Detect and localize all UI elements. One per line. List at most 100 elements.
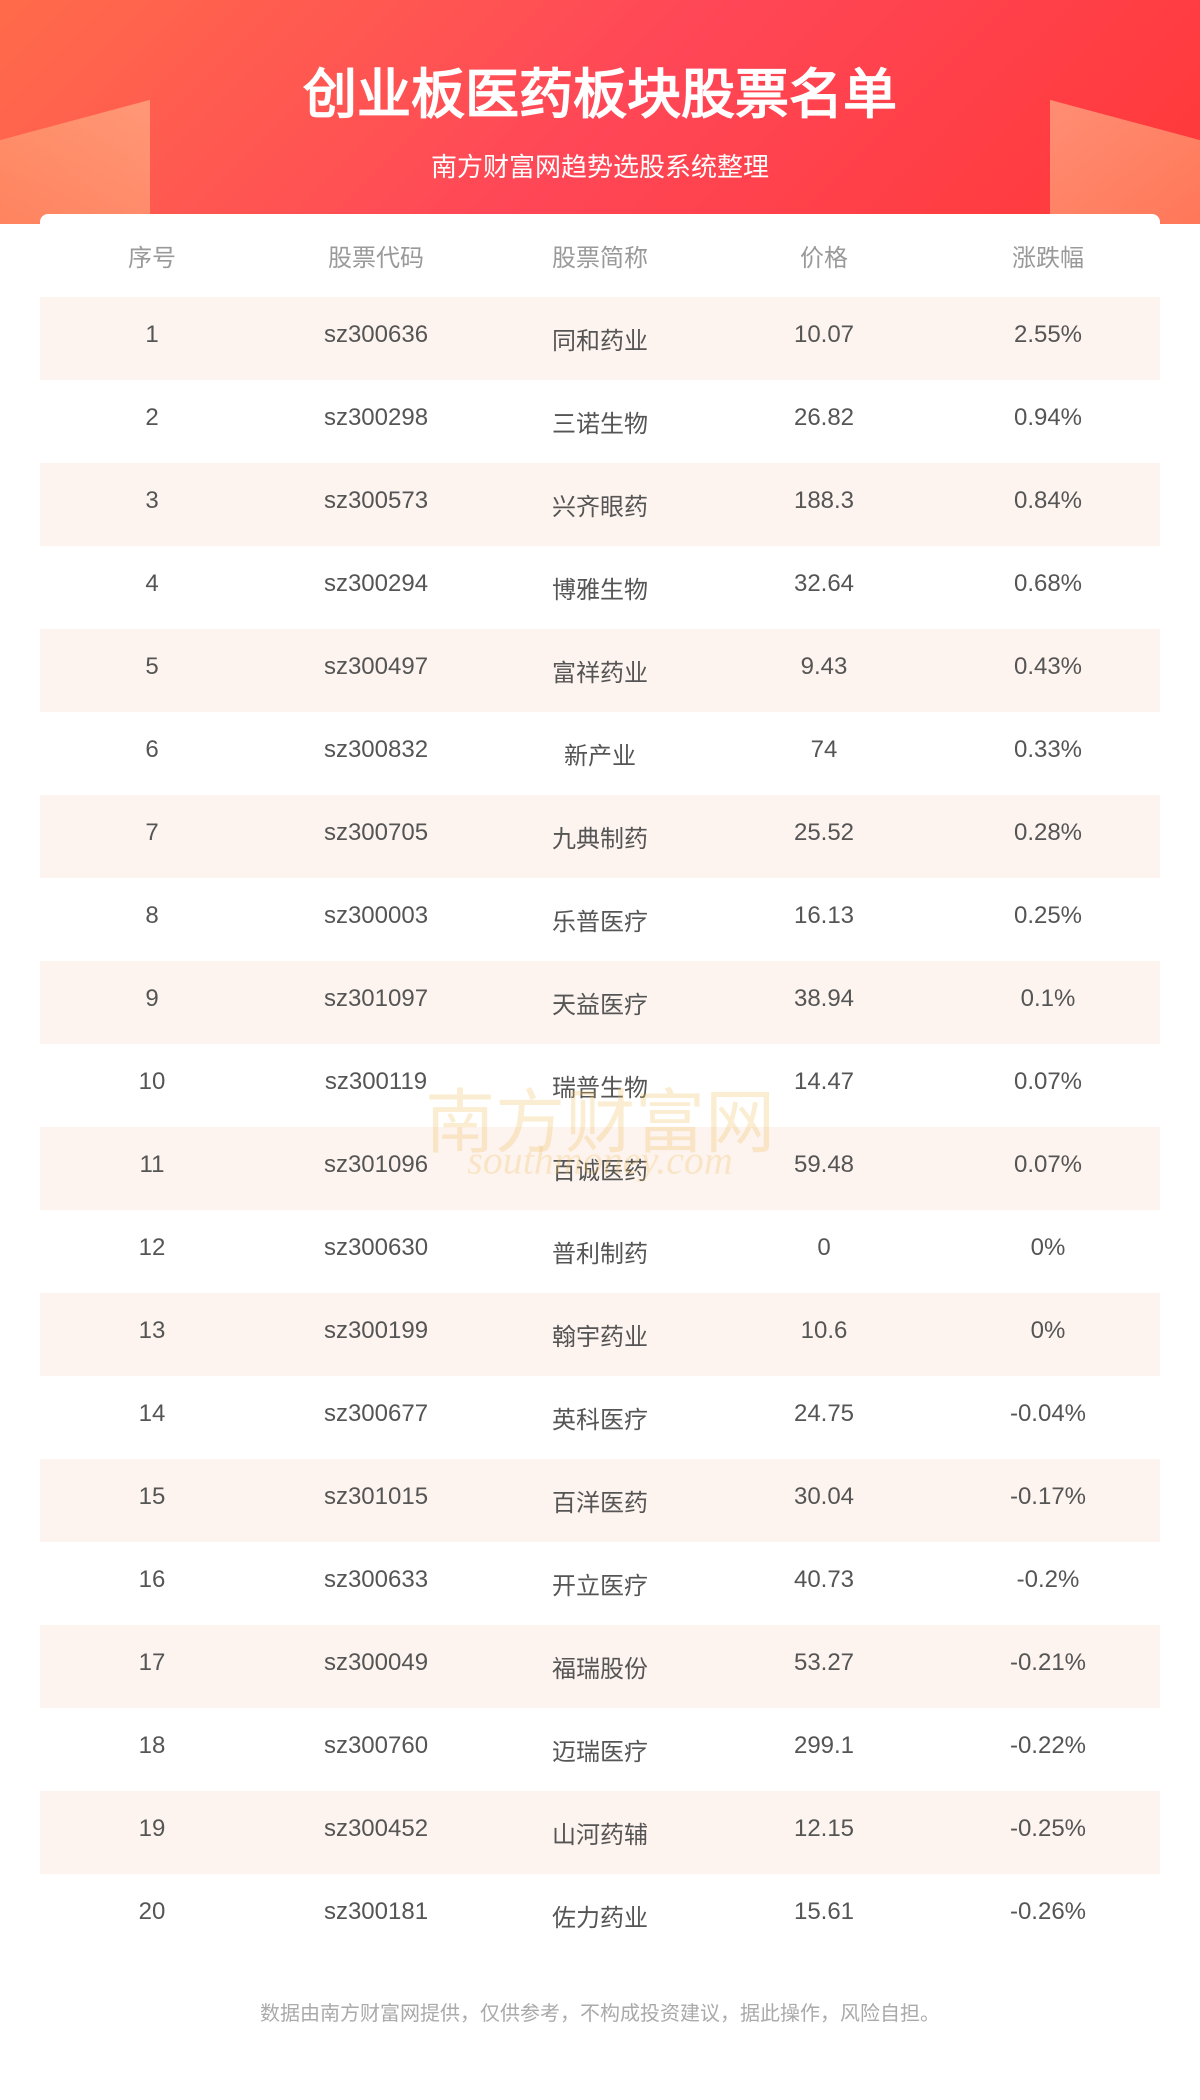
cell-change: 0.1% [936, 985, 1160, 1020]
cell-name: 开立医疗 [488, 1566, 712, 1601]
cell-change: 0.84% [936, 487, 1160, 522]
cell-change: 0% [936, 1317, 1160, 1352]
cell-idx: 14 [40, 1400, 264, 1435]
cell-name: 兴齐眼药 [488, 487, 712, 522]
table-row: 12sz300630普利制药00% [40, 1210, 1160, 1293]
page-title: 创业板医药板块股票名单 [20, 50, 1180, 129]
table-row: 5sz300497富祥药业9.430.43% [40, 629, 1160, 712]
cell-change: -0.17% [936, 1483, 1160, 1518]
footer-disclaimer: 数据由南方财富网提供，仅供参考，不构成投资建议，据此操作，风险自担。 [0, 1957, 1200, 2086]
cell-price: 26.82 [712, 404, 936, 439]
table-row: 1sz300636同和药业10.072.55% [40, 297, 1160, 380]
cell-price: 188.3 [712, 487, 936, 522]
table-row: 4sz300294博雅生物32.640.68% [40, 546, 1160, 629]
cell-idx: 6 [40, 736, 264, 771]
cell-price: 30.04 [712, 1483, 936, 1518]
cell-name: 天益医疗 [488, 985, 712, 1020]
col-header-code: 股票代码 [264, 238, 488, 273]
cell-code: sz300199 [264, 1317, 488, 1352]
cell-price: 16.13 [712, 902, 936, 937]
cell-price: 24.75 [712, 1400, 936, 1435]
cell-idx: 16 [40, 1566, 264, 1601]
cell-name: 普利制药 [488, 1234, 712, 1269]
table-header-row: 序号 股票代码 股票简称 价格 涨跌幅 [40, 214, 1160, 297]
col-header-index: 序号 [40, 238, 264, 273]
cell-price: 9.43 [712, 653, 936, 688]
cell-name: 同和药业 [488, 321, 712, 356]
table-row: 16sz300633开立医疗40.73-0.2% [40, 1542, 1160, 1625]
table-row: 9sz301097天益医疗38.940.1% [40, 961, 1160, 1044]
cell-price: 53.27 [712, 1649, 936, 1684]
table-row: 8sz300003乐普医疗16.130.25% [40, 878, 1160, 961]
stock-table: 序号 股票代码 股票简称 价格 涨跌幅 南方财富网 southmoney.com… [0, 214, 1200, 1957]
cell-price: 32.64 [712, 570, 936, 605]
cell-change: 0.94% [936, 404, 1160, 439]
cell-code: sz300832 [264, 736, 488, 771]
cell-change: 0.07% [936, 1151, 1160, 1186]
cell-name: 山河药辅 [488, 1815, 712, 1850]
cell-change: 2.55% [936, 321, 1160, 356]
cell-idx: 1 [40, 321, 264, 356]
cell-name: 翰宇药业 [488, 1317, 712, 1352]
table-row: 18sz300760迈瑞医疗299.1-0.22% [40, 1708, 1160, 1791]
cell-code: sz300452 [264, 1815, 488, 1850]
table-row: 3sz300573兴齐眼药188.30.84% [40, 463, 1160, 546]
cell-code: sz301097 [264, 985, 488, 1020]
cell-idx: 2 [40, 404, 264, 439]
cell-name: 乐普医疗 [488, 902, 712, 937]
cell-change: 0.43% [936, 653, 1160, 688]
cell-change: -0.26% [936, 1898, 1160, 1933]
cell-name: 福瑞股份 [488, 1649, 712, 1684]
cell-change: 0.68% [936, 570, 1160, 605]
cell-code: sz300633 [264, 1566, 488, 1601]
cell-idx: 9 [40, 985, 264, 1020]
cell-code: sz300760 [264, 1732, 488, 1767]
cell-code: sz300294 [264, 570, 488, 605]
table-row: 19sz300452山河药辅12.15-0.25% [40, 1791, 1160, 1874]
cell-idx: 20 [40, 1898, 264, 1933]
cell-idx: 17 [40, 1649, 264, 1684]
cell-price: 25.52 [712, 819, 936, 854]
table-body: 南方财富网 southmoney.com 1sz300636同和药业10.072… [40, 297, 1160, 1957]
cell-price: 74 [712, 736, 936, 771]
cell-change: 0% [936, 1234, 1160, 1269]
col-header-name: 股票简称 [488, 238, 712, 273]
cell-change: -0.25% [936, 1815, 1160, 1850]
table-row: 17sz300049福瑞股份53.27-0.21% [40, 1625, 1160, 1708]
cell-code: sz300119 [264, 1068, 488, 1103]
cell-name: 新产业 [488, 736, 712, 771]
cell-price: 10.6 [712, 1317, 936, 1352]
cell-change: 0.07% [936, 1068, 1160, 1103]
cell-name: 富祥药业 [488, 653, 712, 688]
cell-code: sz300630 [264, 1234, 488, 1269]
cell-price: 15.61 [712, 1898, 936, 1933]
table-row: 11sz301096百诚医药59.480.07% [40, 1127, 1160, 1210]
cell-name: 英科医疗 [488, 1400, 712, 1435]
cell-name: 佐力药业 [488, 1898, 712, 1933]
cell-name: 百诚医药 [488, 1151, 712, 1186]
table-row: 15sz301015百洋医药30.04-0.17% [40, 1459, 1160, 1542]
cell-change: 0.25% [936, 902, 1160, 937]
table-row: 10sz300119瑞普生物14.470.07% [40, 1044, 1160, 1127]
cell-code: sz300573 [264, 487, 488, 522]
cell-price: 59.48 [712, 1151, 936, 1186]
table-row: 13sz300199翰宇药业10.60% [40, 1293, 1160, 1376]
cell-code: sz301015 [264, 1483, 488, 1518]
cell-change: -0.04% [936, 1400, 1160, 1435]
cell-idx: 19 [40, 1815, 264, 1850]
cell-change: 0.28% [936, 819, 1160, 854]
col-header-change: 涨跌幅 [936, 238, 1160, 273]
cell-code: sz300298 [264, 404, 488, 439]
cell-idx: 13 [40, 1317, 264, 1352]
cell-name: 瑞普生物 [488, 1068, 712, 1103]
cell-idx: 8 [40, 902, 264, 937]
table-row: 6sz300832新产业740.33% [40, 712, 1160, 795]
cell-code: sz300003 [264, 902, 488, 937]
cell-change: 0.33% [936, 736, 1160, 771]
cell-idx: 18 [40, 1732, 264, 1767]
cell-idx: 3 [40, 487, 264, 522]
cell-price: 0 [712, 1234, 936, 1269]
cell-name: 九典制药 [488, 819, 712, 854]
table-row: 20sz300181佐力药业15.61-0.26% [40, 1874, 1160, 1957]
col-header-price: 价格 [712, 238, 936, 273]
